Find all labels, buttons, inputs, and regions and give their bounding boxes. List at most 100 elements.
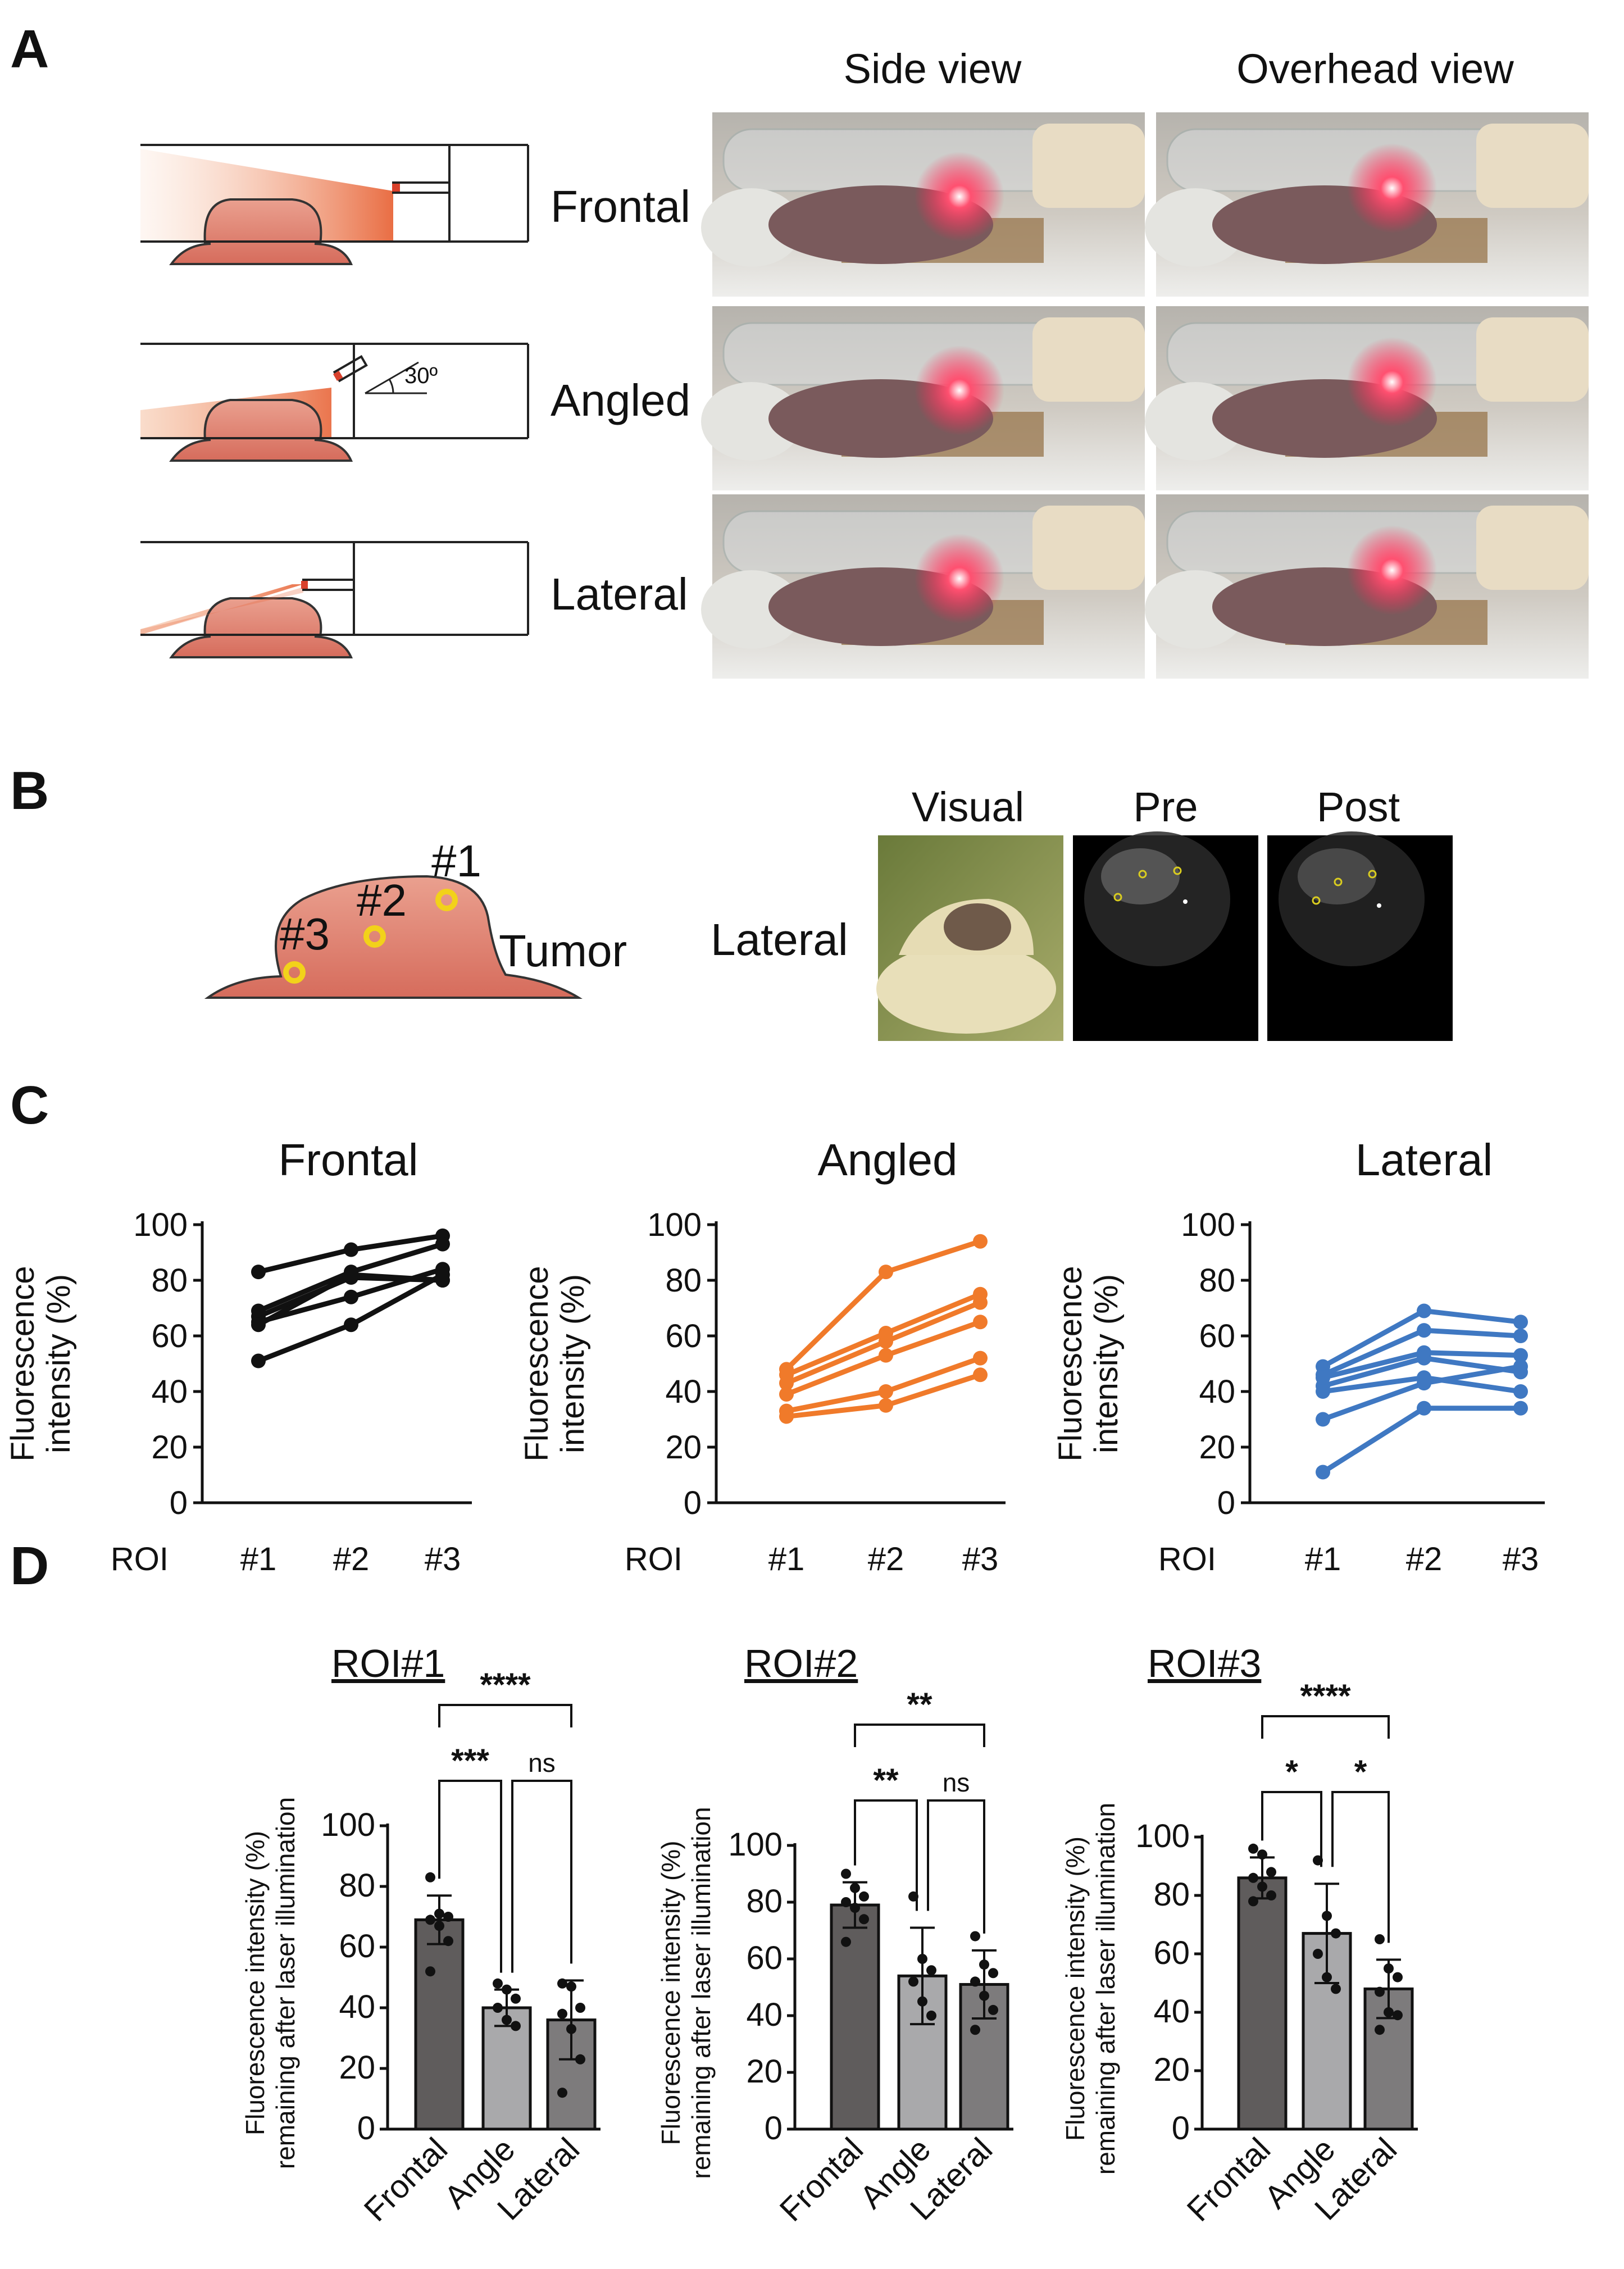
data-point xyxy=(1248,1843,1258,1854)
y-axis-label-line: Fluorescence xyxy=(4,1266,41,1461)
y-tick-label: 100 xyxy=(1181,1207,1235,1243)
significance-label: ** xyxy=(873,1762,899,1799)
data-point xyxy=(566,1981,576,1992)
data-point xyxy=(443,1936,453,1947)
data-point xyxy=(1513,1348,1528,1363)
data-point xyxy=(425,1915,435,1925)
photo-2-1 xyxy=(1145,494,1589,679)
x-tick-label: #1 xyxy=(1305,1541,1341,1577)
data-point xyxy=(1375,1986,1385,1997)
data-point xyxy=(1266,1867,1276,1877)
photo-laser-glow xyxy=(915,534,1004,624)
y-tick-label: 20 xyxy=(151,1429,188,1466)
data-point xyxy=(557,2008,567,2019)
y-tick-label: 0 xyxy=(1217,1485,1235,1521)
significance-bracket xyxy=(854,1799,918,1911)
data-point xyxy=(493,1978,503,1989)
y-tick-label: 20 xyxy=(665,1429,702,1466)
photo-nose-cone xyxy=(701,382,802,461)
y-tick-label: 60 xyxy=(339,1928,375,1965)
photo-nose-cone xyxy=(1145,570,1246,649)
x-tick-label: #1 xyxy=(240,1541,277,1577)
data-point xyxy=(1266,1890,1276,1900)
data-point xyxy=(841,1897,851,1907)
data-point xyxy=(970,2025,980,2035)
y-tick-label: 80 xyxy=(746,1883,783,1920)
x-tick-label: #2 xyxy=(868,1541,904,1577)
data-point xyxy=(879,1348,893,1363)
x-tick-label: #3 xyxy=(425,1541,461,1577)
y-tick-label: 100 xyxy=(321,1807,375,1843)
data-point xyxy=(1248,1872,1258,1883)
data-point xyxy=(841,1868,851,1879)
significance-label: ns xyxy=(528,1748,556,1777)
photo-laser-glow xyxy=(1347,143,1437,233)
x-tick-label: #2 xyxy=(333,1541,370,1577)
data-point xyxy=(511,2021,521,2031)
photo-0-1 xyxy=(1145,112,1589,297)
y-tick-label: 60 xyxy=(151,1318,188,1354)
line-chart-frontal: Frontal 0 20 40 60 80 100 Fluorescenceintensity… xyxy=(4,1135,472,1577)
tumor-label: Tumor xyxy=(499,926,627,976)
data-point xyxy=(251,1353,266,1368)
data-point xyxy=(557,2088,567,2098)
data-point xyxy=(1375,1934,1385,1944)
pre-image xyxy=(1073,831,1258,1041)
post-image xyxy=(1267,831,1453,1041)
y-tick-label: 60 xyxy=(746,1940,783,1976)
bar-chart-roi1: ROI#1 0 20 40 60 80 100 Fluorescence intensity … xyxy=(240,1641,601,2229)
significance-bracket xyxy=(438,1704,572,1727)
y-tick-label: 80 xyxy=(665,1262,702,1299)
data-point xyxy=(493,2003,503,2013)
y-tick-label: 0 xyxy=(357,2110,375,2147)
y-axis-label: Fluorescence intensity (%)remaining afte… xyxy=(1061,1803,1120,2175)
data-point xyxy=(1248,1896,1258,1907)
x-prefix-label: ROI xyxy=(111,1541,169,1577)
data-point xyxy=(344,1289,358,1304)
data-point xyxy=(859,1891,869,1902)
data-point xyxy=(1257,1849,1267,1860)
data-point xyxy=(425,1966,435,1977)
schematic-angled xyxy=(140,343,529,462)
x-prefix-label: ROI xyxy=(625,1541,683,1577)
photo-2-0 xyxy=(701,494,1145,679)
data-point xyxy=(879,1334,893,1349)
data-point xyxy=(1257,1881,1267,1892)
visual-image xyxy=(876,835,1063,1041)
data-point xyxy=(1417,1323,1431,1338)
roi-label-3: #3 xyxy=(280,909,330,959)
image-header-pre: Pre xyxy=(1133,784,1198,830)
y-tick-label: 80 xyxy=(339,1867,375,1904)
data-point xyxy=(251,1317,266,1333)
y-axis-label: Fluorescenceintensity (%) xyxy=(1052,1266,1125,1461)
y-tick-label: 100 xyxy=(647,1207,702,1243)
data-point xyxy=(425,1872,435,1883)
y-tick-label: 0 xyxy=(684,1485,702,1521)
y-axis-label-line: Fluorescence intensity (%) xyxy=(1061,1836,1090,2141)
data-point xyxy=(970,1976,980,1987)
data-point xyxy=(443,1912,453,1922)
data-point xyxy=(973,1295,988,1310)
data-point xyxy=(566,2024,576,2034)
data-point xyxy=(1513,1359,1528,1374)
y-tick-label: 60 xyxy=(1199,1318,1235,1354)
chart-title: ROI#2 xyxy=(744,1641,858,1685)
photo-fiber-housing xyxy=(1476,317,1589,402)
panel-d-charts: ROI#1 0 20 40 60 80 100 Fluorescence intensity … xyxy=(240,1641,1418,2229)
photo-fiber-housing xyxy=(1032,506,1145,590)
y-tick-label: 100 xyxy=(133,1207,188,1243)
photo-fiber-housing xyxy=(1476,506,1589,590)
data-point xyxy=(1331,1928,1341,1939)
roi-label-1: #1 xyxy=(431,836,481,886)
significance-bracket xyxy=(511,1780,572,1973)
bar xyxy=(830,1903,880,2131)
y-axis-label: Fluorescenceintensity (%) xyxy=(4,1266,77,1461)
data-point xyxy=(1316,1384,1330,1399)
x-tick-label: #1 xyxy=(768,1541,805,1577)
data-point xyxy=(434,1921,444,1931)
data-point xyxy=(344,1242,358,1257)
data-point xyxy=(1513,1400,1528,1416)
data-point xyxy=(850,1903,860,1913)
data-point xyxy=(502,1984,512,1995)
